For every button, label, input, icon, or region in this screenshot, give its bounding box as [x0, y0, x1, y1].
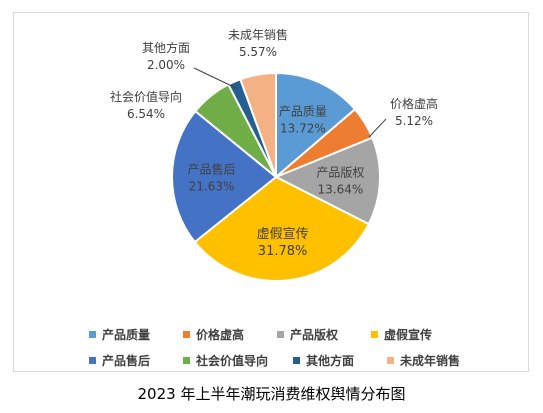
pie-slice-3: [193, 175, 371, 282]
data-labels: 产品质量 13.72% 价格虚高 5.12% 产品版权 13.64% 虚假宣传 31.78% 产…: [110, 27, 438, 259]
slice-name-label-5: 社会价值导向: [110, 89, 182, 104]
slice-value-label-1: 5.12%: [395, 114, 433, 128]
legend-item-other: 其他方面: [293, 352, 387, 369]
pie-chart: 产品质量 13.72% 价格虚高 5.12% 产品版权 13.64% 虚假宣传 31.78% 产…: [110, 27, 438, 282]
pie-slice-4: [171, 109, 278, 244]
slice-value-label-0: 13.72%: [280, 121, 326, 135]
legend-label: 其他方面: [306, 353, 355, 368]
legend-swatch-icon: [89, 330, 96, 338]
leader-line-6: [193, 67, 237, 89]
slice-name-label-6: 其他方面: [142, 40, 190, 55]
slice-name-label-0: 产品质量: [279, 104, 327, 118]
legend-label: 社会价值导向: [196, 353, 269, 368]
chart-frame: 产品质量 13.72% 价格虚高 5.12% 产品版权 13.64% 虚假宣传 31.78% 产…: [13, 12, 529, 372]
slice-value-label-3: 31.78%: [258, 244, 308, 259]
leader-lines: [193, 67, 387, 138]
legend-swatch-icon: [387, 356, 394, 364]
legend-item-social-value: 社会价值导向: [183, 352, 293, 369]
legend-label: 产品版权: [290, 327, 339, 342]
slice-value-label-7: 5.57%: [239, 45, 277, 59]
legend-item-product-copyright: 产品版权: [277, 326, 371, 343]
legend-swatch-icon: [277, 330, 284, 338]
legend-item-false-advertising: 虚假宣传: [371, 326, 465, 343]
legend-swatch-icon: [183, 330, 190, 338]
legend-item-product-quality: 产品质量: [89, 326, 183, 343]
slice-name-label-2: 产品版权: [316, 166, 364, 180]
pie-slice-0: [275, 71, 357, 180]
legend-row-1: 产品质量 价格虚高 产品版权 虚假宣传: [89, 321, 509, 347]
slice-value-label-6: 2.00%: [147, 58, 185, 72]
slice-value-label-5: 6.54%: [127, 107, 165, 121]
slice-name-label-1: 价格虚高: [390, 96, 438, 111]
slice-name-label-4: 产品售后: [187, 162, 235, 177]
legend-label: 产品质量: [102, 327, 151, 342]
legend-item-minor-sales: 未成年销售: [387, 352, 481, 369]
legend-row-2: 产品售后 社会价值导向 其他方面 未成年销售: [89, 347, 509, 373]
legend: 产品质量 价格虚高 产品版权 虚假宣传 产品售后 社会价值导向: [89, 321, 509, 373]
figure-caption: 2023 年上半年潮玩消费维权舆情分布图: [137, 385, 406, 403]
legend-label: 价格虚高: [196, 327, 245, 342]
legend-label: 产品售后: [102, 353, 151, 368]
legend-label: 未成年销售: [400, 353, 461, 368]
slice-name-label-7: 未成年销售: [228, 27, 288, 42]
pie-slice-2: [273, 136, 382, 226]
slice-value-label-4: 21.63%: [189, 180, 235, 194]
pie-slice-7: [239, 71, 277, 178]
legend-swatch-icon: [89, 356, 96, 364]
legend-item-after-sales: 产品售后: [89, 352, 183, 369]
legend-swatch-icon: [183, 356, 190, 364]
slice-name-label-3: 虚假宣传: [257, 226, 309, 242]
leader-line-1: [368, 118, 387, 138]
legend-swatch-icon: [371, 330, 378, 338]
legend-label: 虚假宣传: [384, 327, 433, 342]
slice-value-label-2: 13.64%: [318, 183, 364, 197]
legend-item-price-inflated: 价格虚高: [183, 326, 277, 343]
legend-swatch-icon: [293, 356, 300, 364]
